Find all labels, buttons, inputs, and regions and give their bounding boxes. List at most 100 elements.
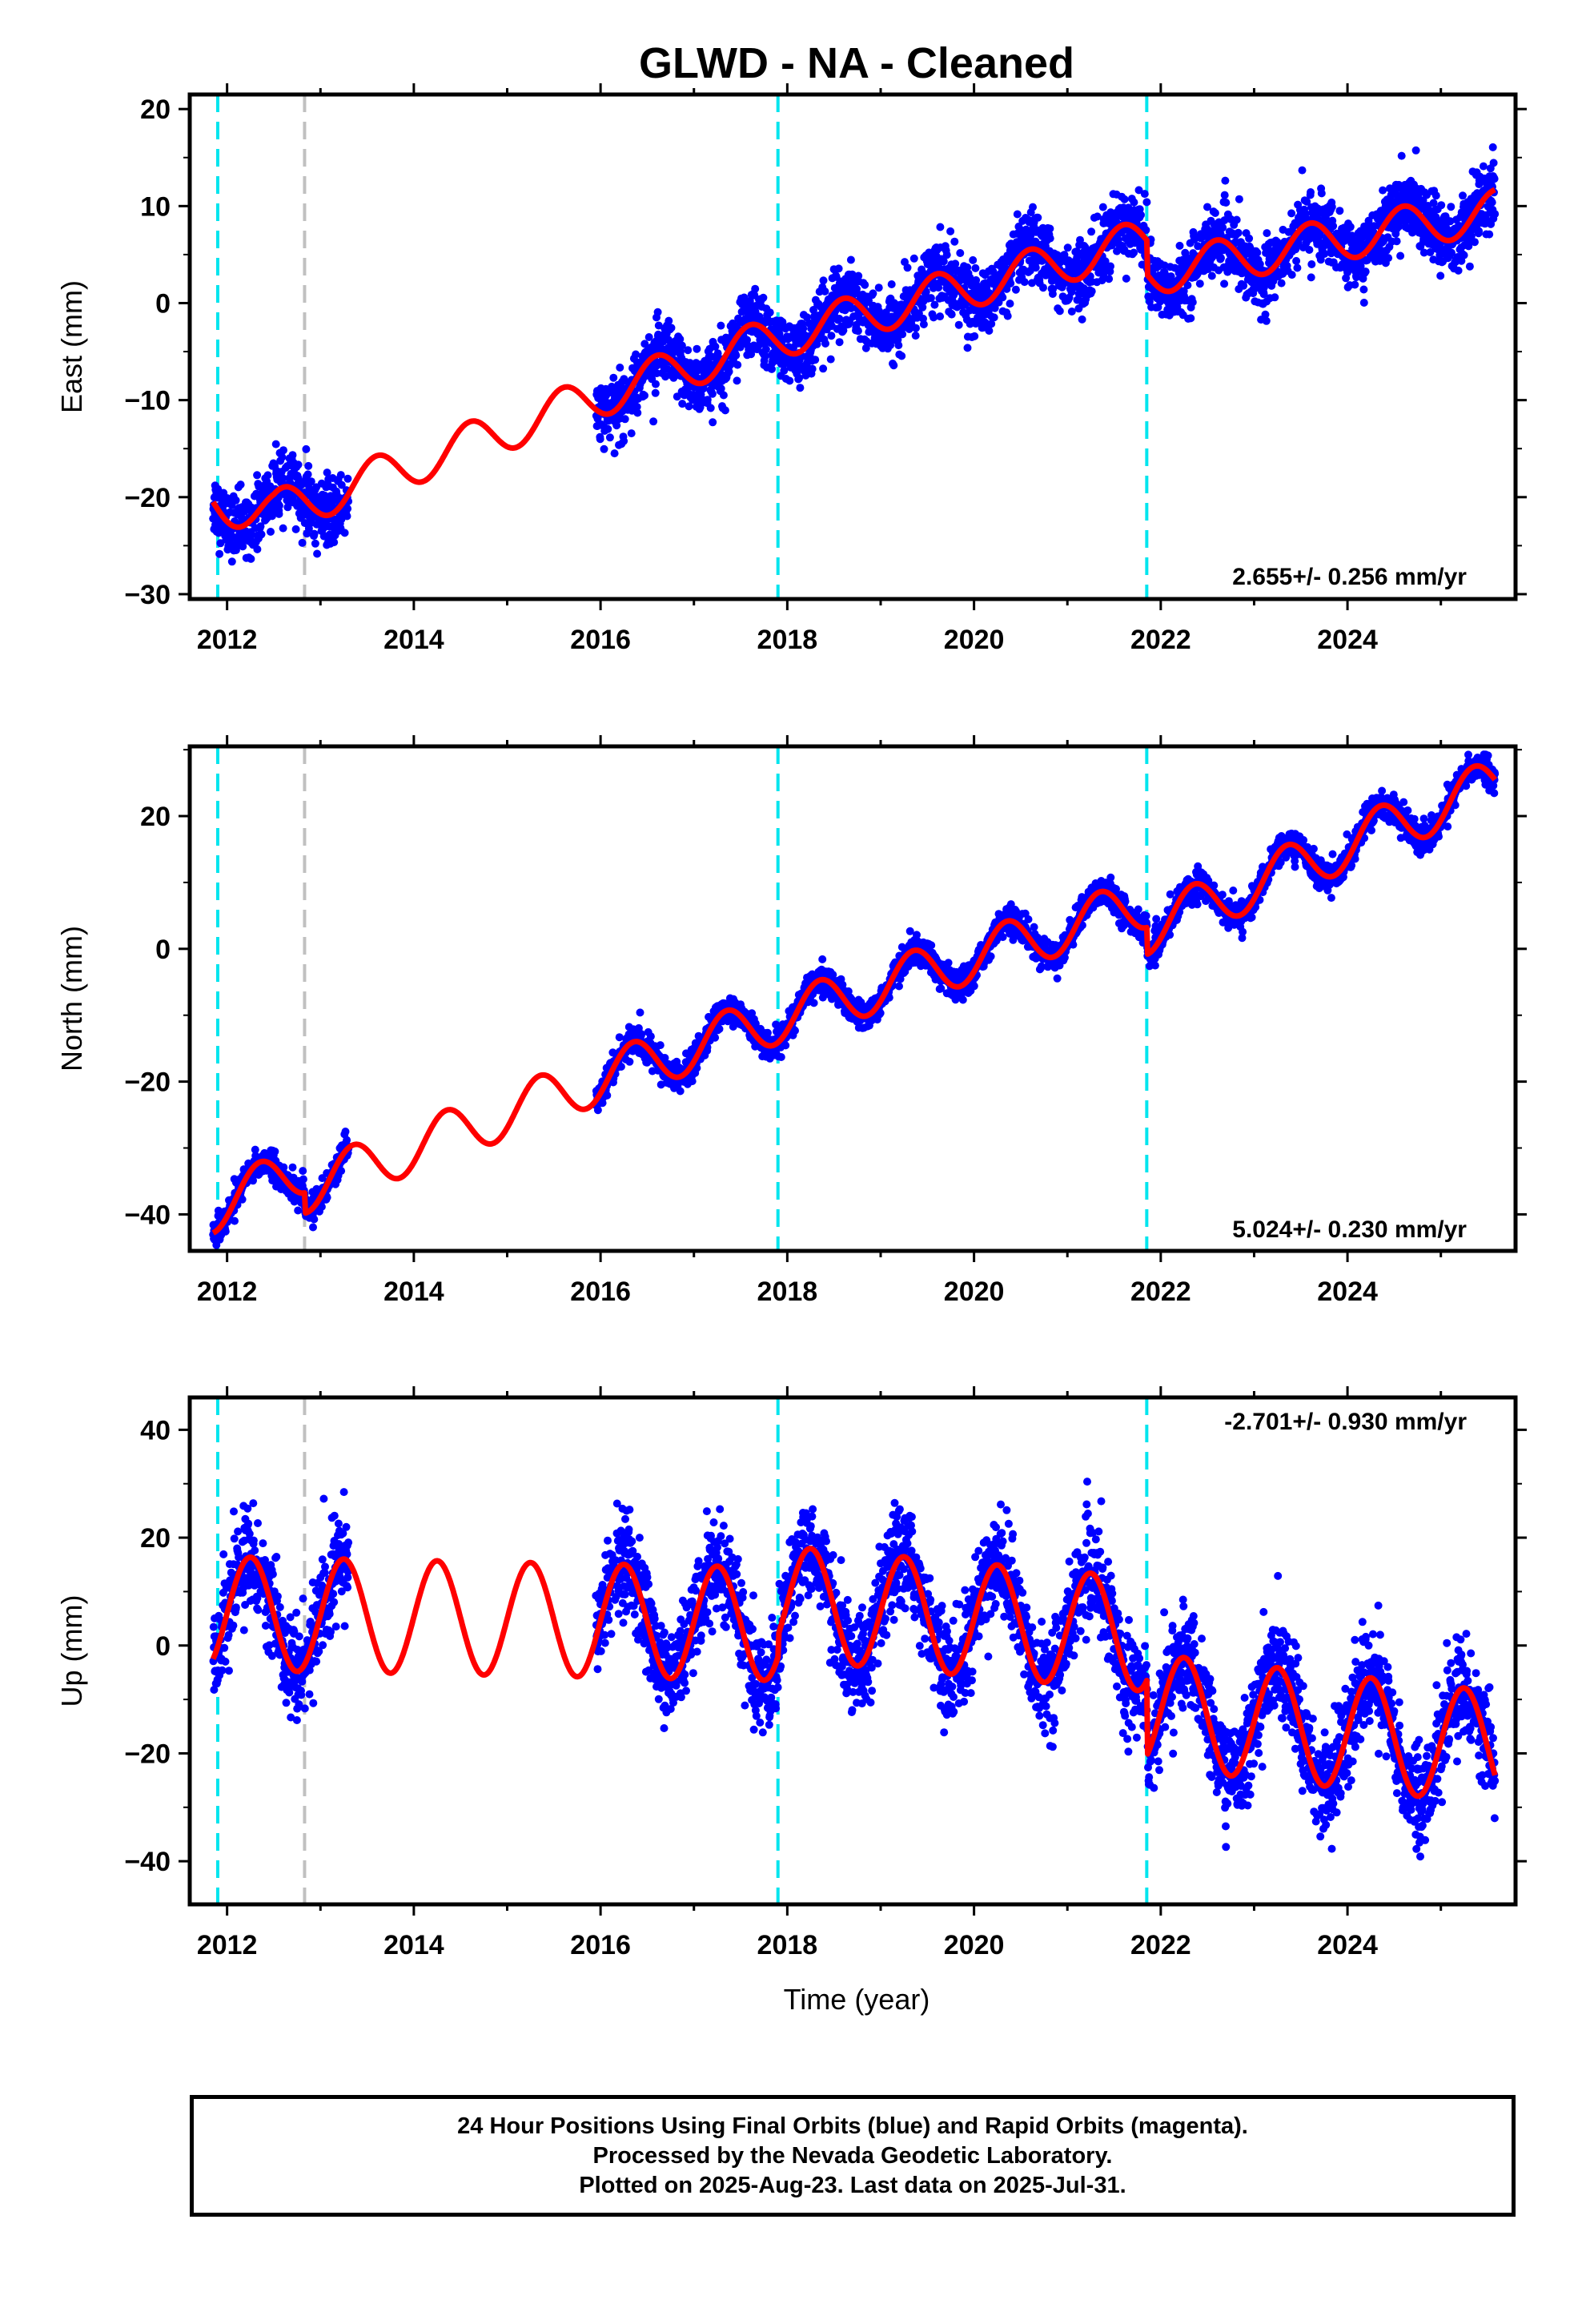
data-point <box>656 1041 665 1050</box>
data-point <box>861 280 869 289</box>
data-point <box>985 327 994 335</box>
data-point <box>918 303 927 312</box>
data-point <box>990 304 999 312</box>
data-point <box>1105 275 1114 283</box>
data-point <box>1436 271 1445 280</box>
data-point <box>819 364 828 373</box>
data-point <box>310 1215 319 1224</box>
y-axis-label: East (mm) <box>55 280 88 413</box>
data-point <box>1488 198 1496 207</box>
data-point <box>733 376 741 385</box>
data-point <box>1063 243 1072 252</box>
data-point <box>343 505 352 513</box>
data-point <box>1003 312 1012 320</box>
data-point <box>1327 203 1336 211</box>
data-point <box>593 1106 602 1115</box>
data-point <box>1011 285 1020 294</box>
data-point <box>847 304 856 312</box>
data-point <box>733 360 742 369</box>
data-point <box>1013 210 1022 219</box>
data-point <box>313 549 322 558</box>
data-point <box>909 254 918 263</box>
data-point <box>343 474 352 483</box>
data-point <box>951 259 960 268</box>
data-point <box>620 375 628 384</box>
data-point <box>1277 279 1286 287</box>
data-point <box>921 287 930 296</box>
data-point <box>795 374 804 383</box>
data-point <box>291 525 300 533</box>
data-point <box>240 505 249 514</box>
data-point <box>1411 146 1420 155</box>
data-point <box>1335 207 1344 215</box>
data-point <box>1087 287 1096 296</box>
data-point <box>343 512 351 521</box>
data-point <box>898 330 907 339</box>
data-point <box>279 446 287 455</box>
data-point <box>732 351 741 360</box>
data-point <box>1076 235 1084 244</box>
data-point <box>765 308 774 317</box>
data-point <box>1287 209 1296 218</box>
data-point <box>227 557 236 566</box>
data-point <box>1465 262 1474 271</box>
data-point <box>956 249 965 257</box>
data-point <box>1263 229 1271 238</box>
x-tick-label: 2018 <box>757 625 818 655</box>
data-point <box>809 999 818 1007</box>
data-point <box>1351 280 1359 289</box>
data-point <box>1195 279 1204 288</box>
velocity-label: 2.655+/- 0.256 mm/yr <box>1232 564 1467 590</box>
data-point <box>625 1057 634 1066</box>
data-point <box>1397 151 1406 160</box>
data-point <box>912 324 920 332</box>
data-point <box>1392 237 1401 246</box>
data-point <box>1232 215 1241 224</box>
data-point <box>275 509 283 518</box>
data-point <box>703 396 712 404</box>
data-point <box>761 352 769 360</box>
data-point <box>796 384 805 392</box>
data-point <box>231 496 240 505</box>
data-point <box>768 364 776 373</box>
data-point <box>1298 166 1307 175</box>
data-points <box>209 143 1500 566</box>
data-point <box>715 1024 724 1033</box>
data-point <box>1067 308 1076 316</box>
data-point <box>302 444 311 453</box>
data-point <box>821 287 829 296</box>
data-point <box>239 542 247 551</box>
data-point <box>1087 227 1096 236</box>
data-point <box>288 1163 297 1172</box>
data-point <box>1287 271 1296 279</box>
data-point <box>271 1147 279 1156</box>
data-point <box>780 366 789 375</box>
data-point <box>1346 223 1355 231</box>
data-point <box>307 477 315 486</box>
data-point <box>1219 223 1227 232</box>
data-point <box>751 284 760 293</box>
data-point <box>693 344 701 353</box>
data-point <box>676 1087 685 1096</box>
data-point <box>1245 234 1254 243</box>
x-tick-label: 2016 <box>570 625 631 655</box>
data-point <box>1361 267 1370 276</box>
data-point <box>947 310 956 319</box>
data-point <box>1471 238 1479 247</box>
data-point <box>1262 316 1271 325</box>
data-point <box>808 364 817 373</box>
data-point <box>1101 257 1110 266</box>
data-point <box>294 460 303 469</box>
data-point <box>603 1091 612 1100</box>
data-point <box>1078 315 1086 324</box>
data-point <box>1137 211 1145 219</box>
data-point <box>759 293 768 302</box>
data-point <box>839 326 848 335</box>
data-point <box>969 255 978 264</box>
plot-frame <box>187 92 1518 601</box>
data-point <box>963 263 972 271</box>
data-point <box>954 320 963 329</box>
data-point <box>596 435 604 444</box>
y-tick-label: 20 <box>140 94 171 125</box>
